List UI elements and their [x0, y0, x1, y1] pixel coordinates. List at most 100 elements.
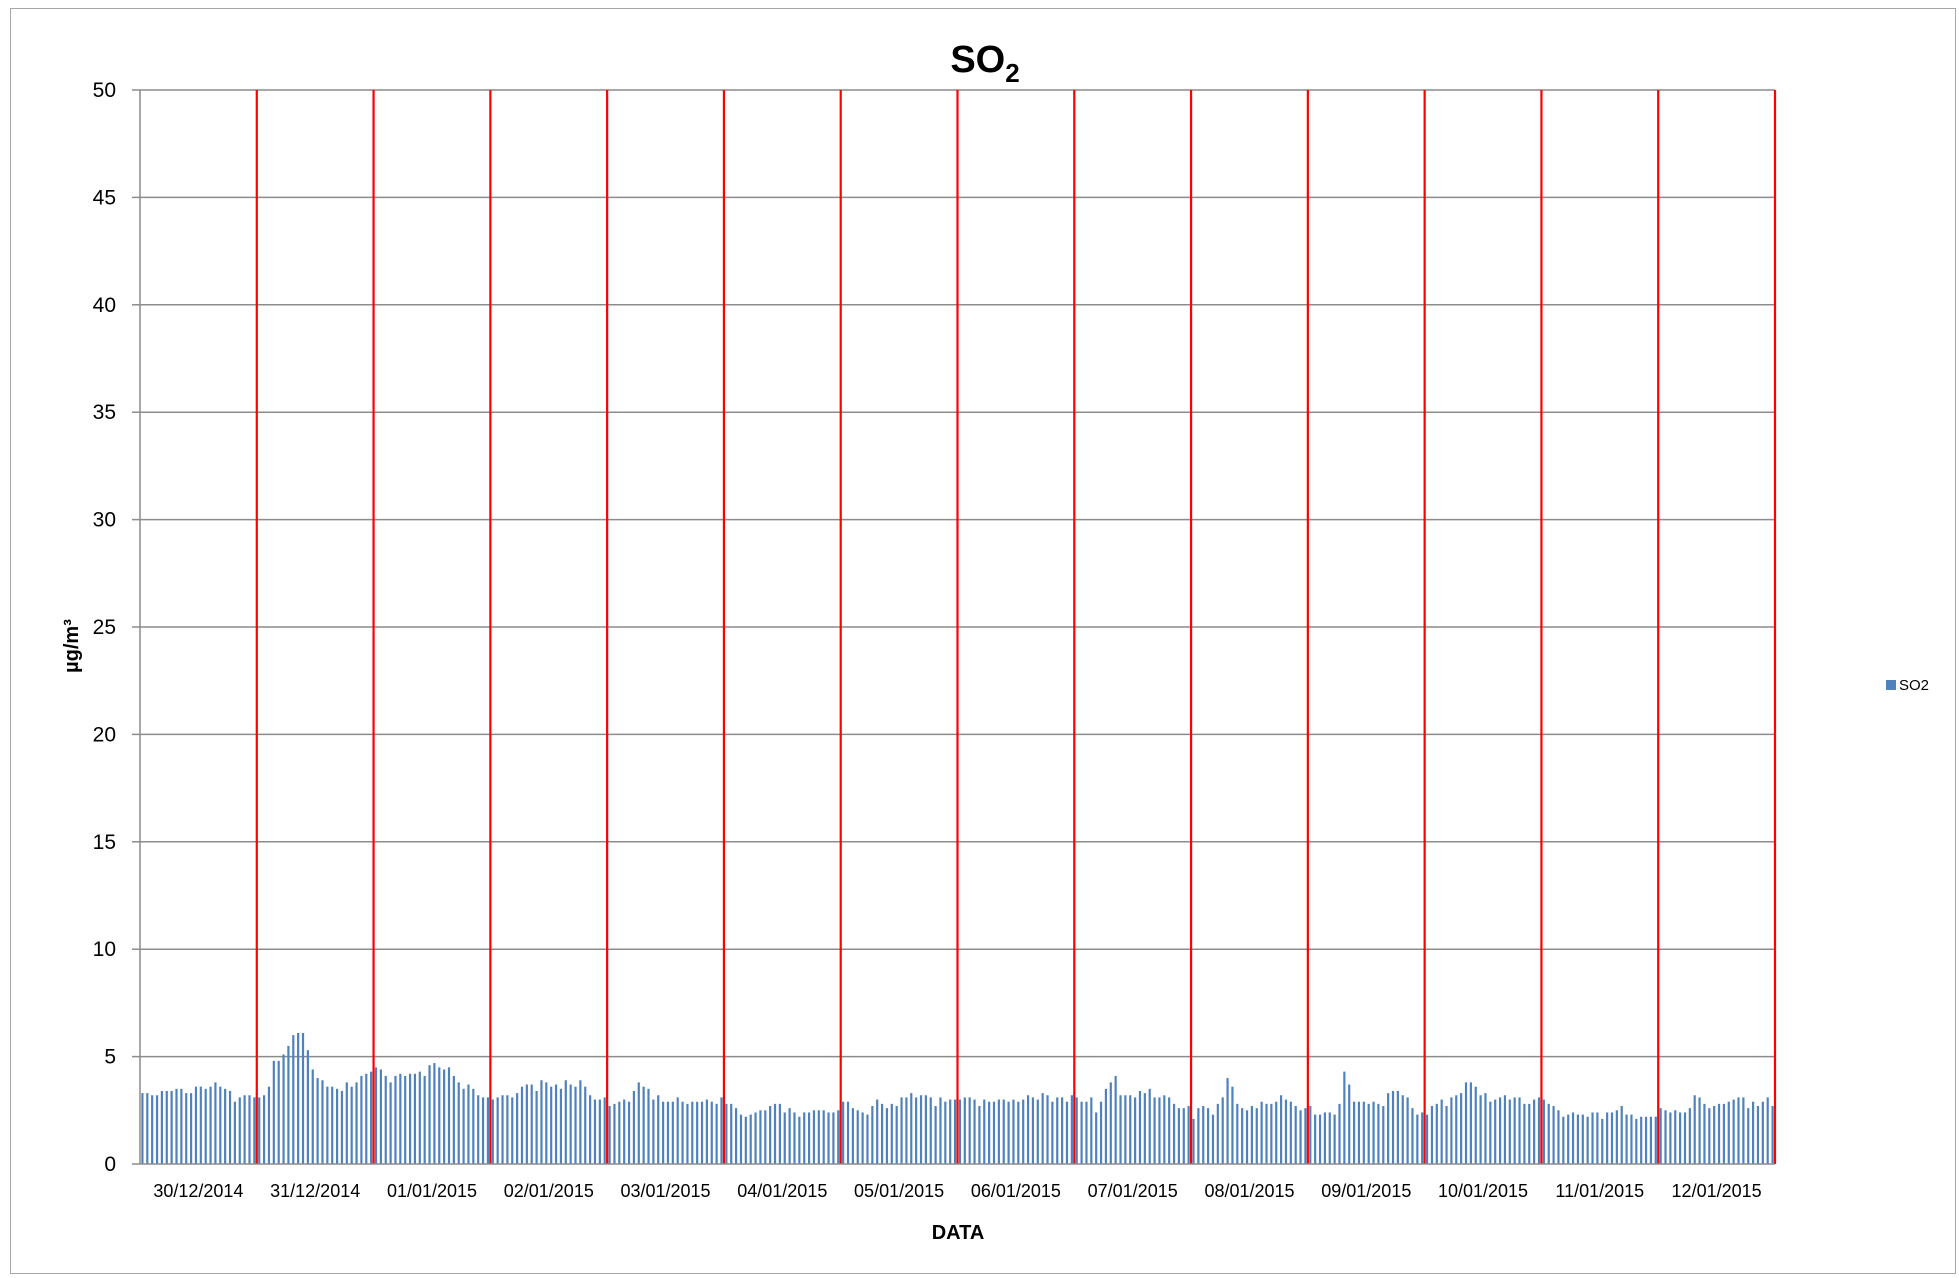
bar	[1362, 1101, 1365, 1164]
x-axis-title: DATA	[932, 1222, 985, 1244]
bar	[627, 1101, 631, 1164]
bar	[1172, 1103, 1176, 1164]
bar	[915, 1097, 918, 1164]
bar	[1046, 1095, 1049, 1164]
bar	[443, 1069, 446, 1164]
x-tick-label: 31/12/2014	[270, 1181, 360, 1201]
bar	[360, 1075, 363, 1164]
bar	[1236, 1103, 1239, 1164]
bar	[1095, 1112, 1098, 1164]
bar	[1708, 1108, 1711, 1164]
bar	[1250, 1106, 1253, 1164]
bar	[1387, 1093, 1390, 1164]
bar	[297, 1032, 300, 1164]
bar	[632, 1090, 635, 1164]
bar	[506, 1095, 509, 1164]
bar	[1610, 1112, 1614, 1164]
bar	[866, 1114, 869, 1164]
y-tick-label: 0	[104, 1153, 116, 1176]
x-tick-label: 07/01/2015	[1088, 1181, 1178, 1201]
bar	[700, 1101, 704, 1164]
bar	[773, 1103, 777, 1164]
bar	[160, 1090, 163, 1164]
bar	[1036, 1099, 1039, 1164]
bar	[1109, 1082, 1112, 1164]
bar	[199, 1086, 202, 1164]
bar	[1469, 1082, 1472, 1164]
bar	[209, 1086, 212, 1164]
bar	[934, 1106, 937, 1164]
bar	[1129, 1095, 1132, 1164]
bar	[1270, 1103, 1273, 1164]
bar	[481, 1097, 485, 1164]
bar	[1396, 1090, 1399, 1164]
bar	[1425, 1114, 1429, 1164]
bar	[292, 1035, 295, 1164]
bar	[1679, 1112, 1682, 1164]
bar	[1002, 1099, 1005, 1164]
bar	[1581, 1114, 1584, 1164]
bar	[1357, 1101, 1361, 1164]
bar	[1494, 1099, 1497, 1164]
bar	[642, 1086, 645, 1164]
y-tick-label: 45	[93, 186, 116, 209]
y-tick-label: 5	[104, 1046, 116, 1069]
bar	[968, 1097, 971, 1164]
bar	[204, 1088, 207, 1164]
bar	[233, 1101, 236, 1164]
bar	[1518, 1097, 1521, 1164]
bar	[1513, 1097, 1516, 1164]
bar	[1722, 1103, 1725, 1164]
bar	[1533, 1099, 1536, 1164]
bar	[1430, 1106, 1434, 1164]
bar	[647, 1088, 650, 1164]
bar	[170, 1090, 173, 1164]
bar	[1635, 1118, 1638, 1164]
bar	[1138, 1090, 1142, 1164]
bar	[735, 1108, 738, 1164]
bar	[988, 1101, 991, 1164]
bar	[1440, 1099, 1443, 1164]
bar	[379, 1069, 382, 1164]
bar	[1683, 1112, 1687, 1164]
bar	[1688, 1108, 1691, 1164]
bar	[301, 1032, 305, 1164]
bar	[1202, 1106, 1205, 1164]
bar	[175, 1088, 178, 1164]
bar	[457, 1082, 460, 1164]
bar	[540, 1080, 543, 1164]
bar	[1489, 1101, 1492, 1164]
bar	[1703, 1103, 1706, 1164]
bar	[929, 1097, 932, 1164]
bar	[1557, 1110, 1560, 1164]
bar	[1245, 1110, 1249, 1164]
bar	[856, 1110, 859, 1164]
bar	[146, 1093, 149, 1164]
bar	[725, 1103, 728, 1164]
bar	[1742, 1097, 1745, 1164]
bar	[579, 1080, 582, 1164]
y-axis-title: µg/m³	[61, 619, 83, 673]
bar	[744, 1116, 747, 1164]
bar	[272, 1060, 275, 1164]
bar	[370, 1071, 373, 1164]
bar	[452, 1075, 455, 1164]
bar	[1620, 1106, 1623, 1164]
bar	[1168, 1097, 1171, 1164]
bar	[973, 1099, 976, 1164]
bar	[1586, 1116, 1589, 1164]
bar	[1260, 1101, 1263, 1164]
bar	[1187, 1106, 1190, 1164]
bar	[1649, 1116, 1653, 1164]
bar	[846, 1101, 850, 1164]
bar	[467, 1084, 470, 1164]
bar	[618, 1101, 621, 1164]
bar	[593, 1099, 597, 1164]
bar	[1275, 1101, 1278, 1164]
bar	[564, 1080, 567, 1164]
bar	[958, 1099, 962, 1164]
bar	[1411, 1108, 1414, 1164]
bar	[983, 1099, 986, 1164]
bar	[842, 1101, 845, 1164]
bar	[953, 1099, 957, 1164]
